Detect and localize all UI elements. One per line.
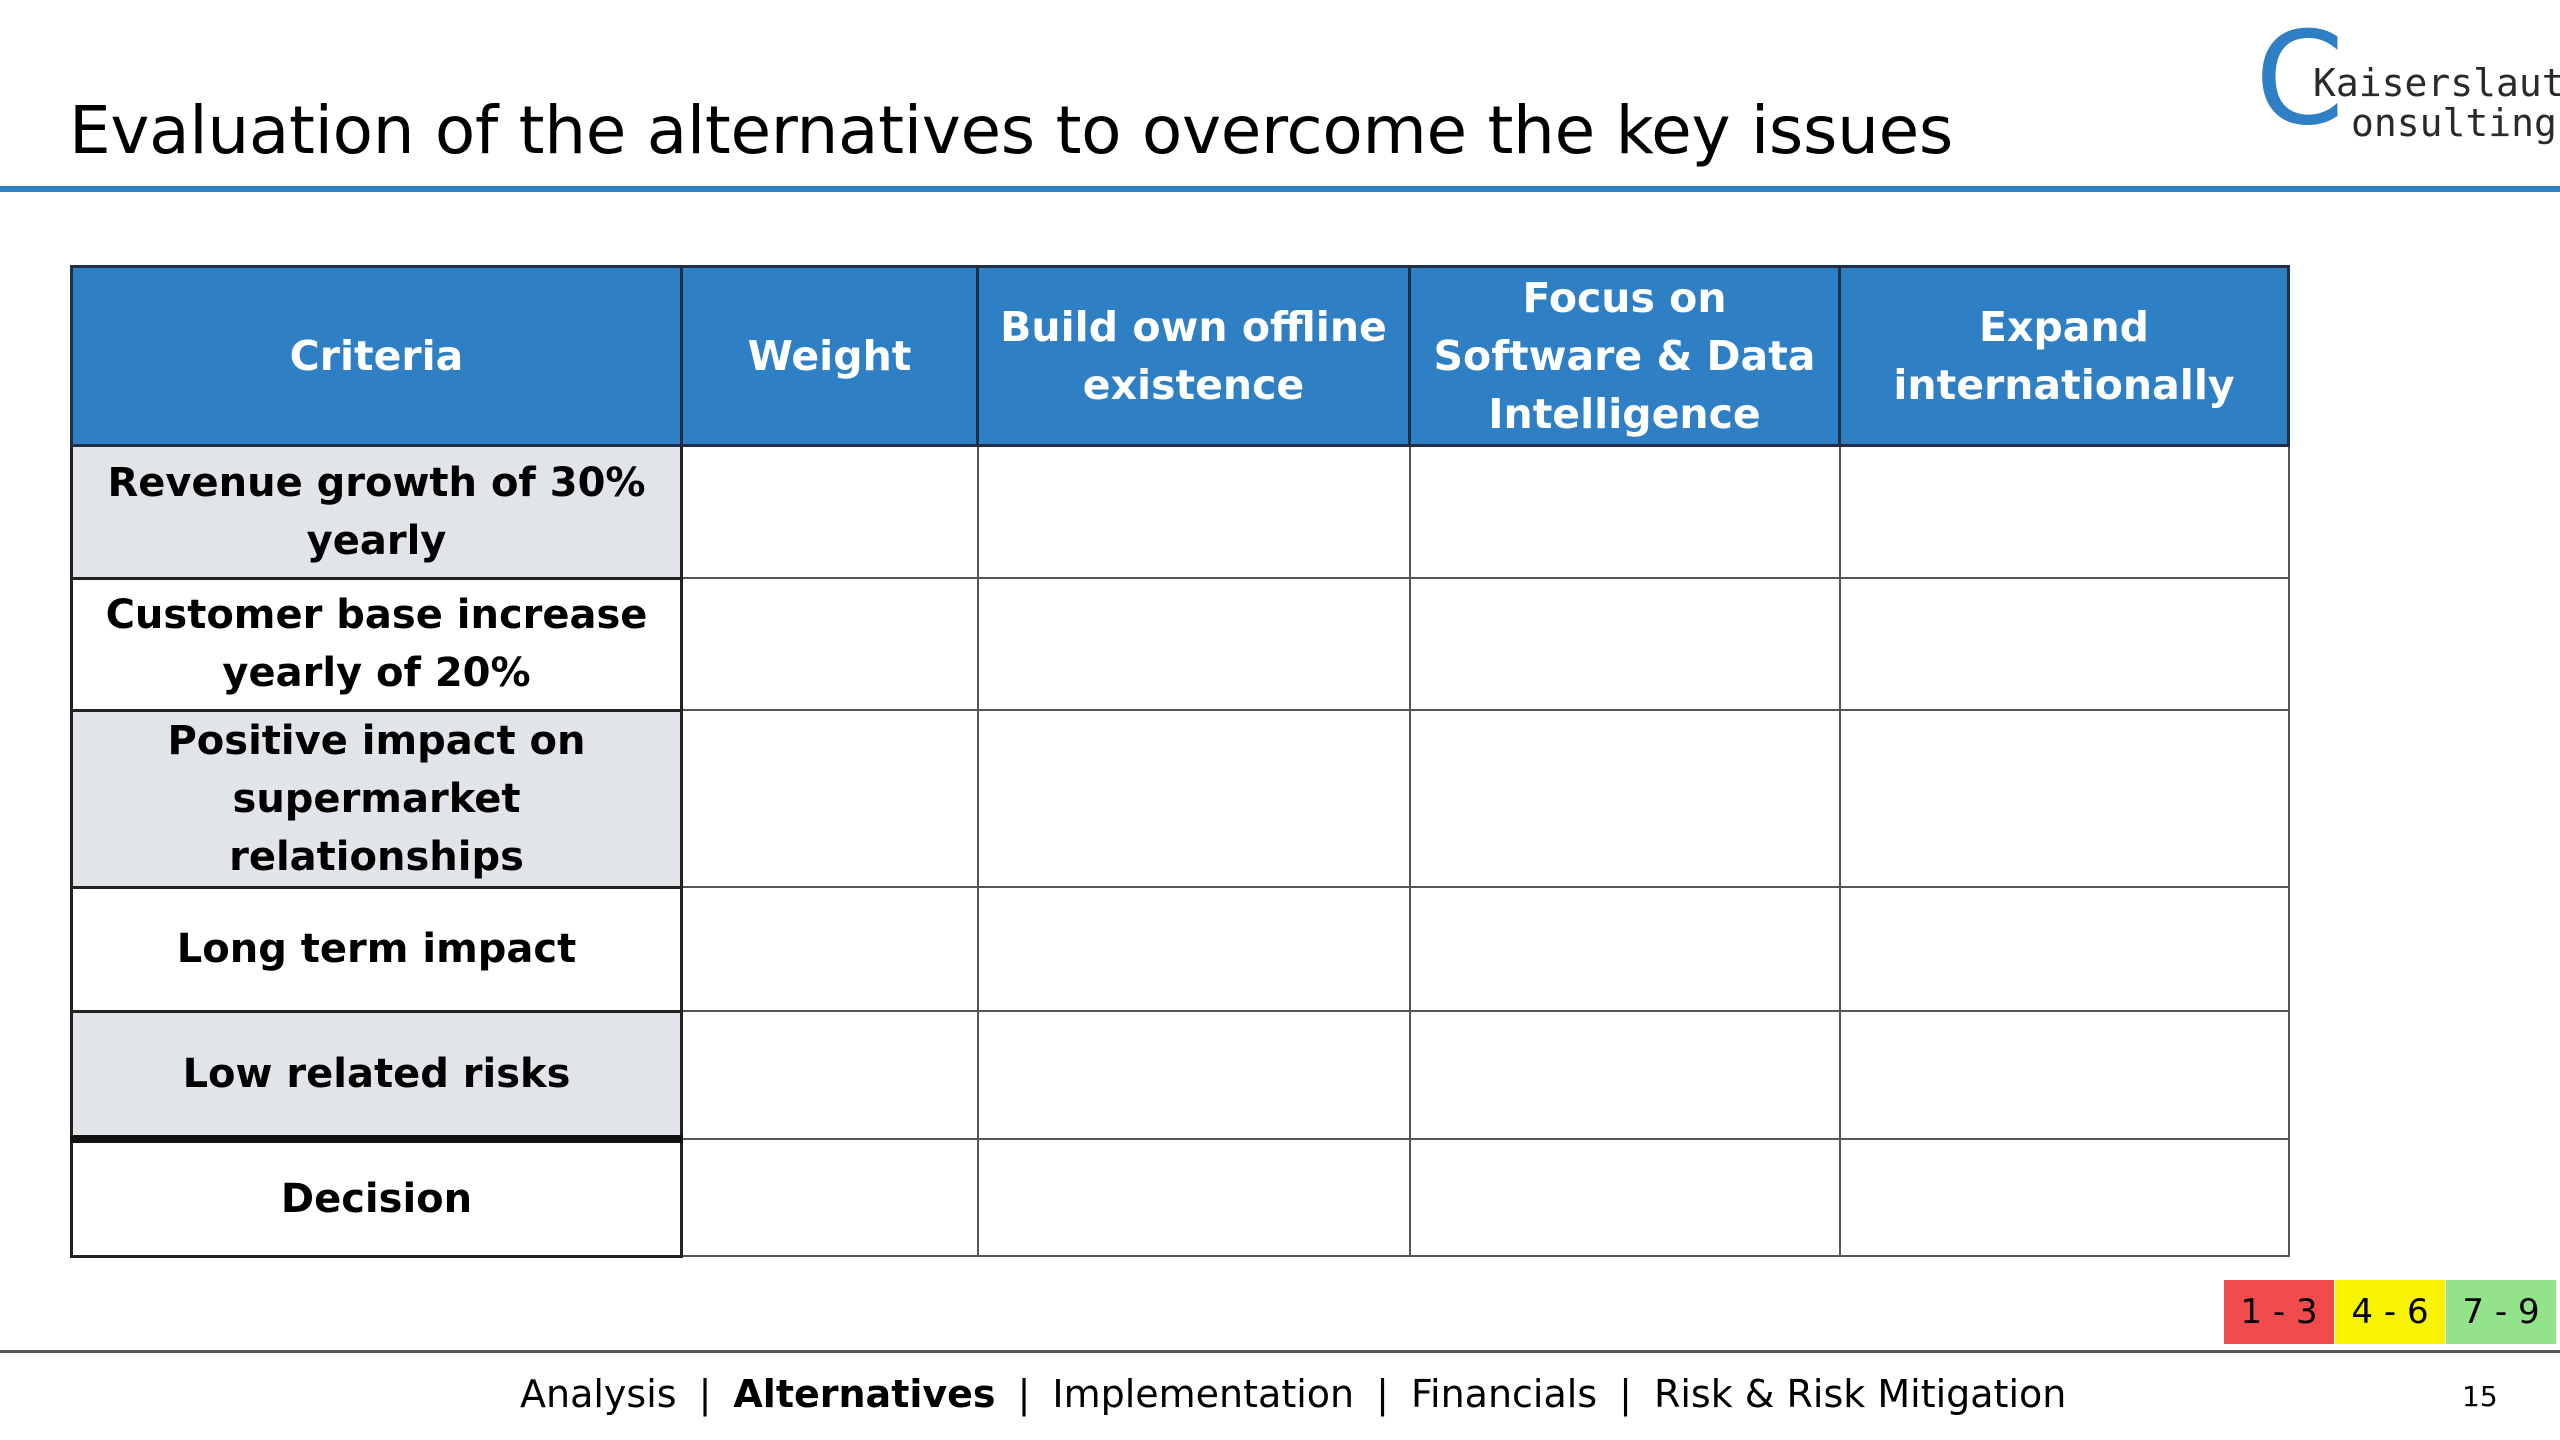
nav-separator: | bbox=[1619, 1372, 1632, 1416]
weight-cell bbox=[680, 444, 979, 579]
nav-separator: | bbox=[1376, 1372, 1389, 1416]
score-cell bbox=[1408, 1137, 1841, 1257]
nav-alternatives[interactable]: Alternatives bbox=[733, 1372, 996, 1416]
table-row: Long term impact bbox=[70, 885, 2290, 1013]
score-cell bbox=[1408, 709, 1841, 888]
company-logo: C Kaiserslautern onsulting bbox=[2255, 16, 2560, 145]
footer-divider bbox=[0, 1350, 2560, 1353]
criteria-cell: Low related risks bbox=[70, 1009, 683, 1140]
criteria-cell: Long term impact bbox=[70, 885, 683, 1013]
score-cell bbox=[1408, 577, 1841, 711]
nav-separator: | bbox=[1017, 1372, 1031, 1416]
score-cell bbox=[976, 577, 1411, 711]
logo-line-1: Kaiserslautern bbox=[2313, 61, 2560, 105]
nav-implementation[interactable]: Implementation bbox=[1052, 1372, 1355, 1416]
score-cell bbox=[1408, 886, 1841, 1012]
decision-row: Decision bbox=[70, 1134, 2290, 1258]
slide-title: Evaluation of the alternatives to overco… bbox=[69, 92, 1954, 169]
weight-cell bbox=[680, 709, 979, 888]
score-cell bbox=[976, 709, 1411, 888]
table-row: Positive impact on supermarket relations… bbox=[70, 708, 2290, 889]
criteria-cell: Revenue growth of 30% yearly bbox=[70, 444, 683, 580]
legend-high: 7 - 9 bbox=[2446, 1280, 2556, 1344]
score-cell bbox=[1838, 709, 2290, 888]
legend-low: 1 - 3 bbox=[2224, 1280, 2334, 1344]
logo-line-2: onsulting bbox=[2351, 101, 2557, 145]
score-cell bbox=[1408, 1010, 1841, 1140]
title-divider bbox=[0, 186, 2560, 192]
nav-separator: | bbox=[698, 1372, 712, 1416]
header-expand-internationally: Expand internationally bbox=[1838, 265, 2290, 447]
nav-risk-mitigation[interactable]: Risk & Risk Mitigation bbox=[1653, 1372, 2067, 1416]
table-row: Revenue growth of 30% yearly bbox=[70, 444, 2290, 580]
score-cell bbox=[976, 1137, 1411, 1257]
decision-cell: Decision bbox=[70, 1134, 683, 1258]
page-number: 15 bbox=[2462, 1380, 2498, 1413]
nav-analysis[interactable]: Analysis bbox=[520, 1372, 677, 1416]
score-cell bbox=[1408, 444, 1841, 579]
score-cell bbox=[976, 444, 1411, 579]
header-weight: Weight bbox=[680, 265, 979, 447]
score-cell bbox=[1838, 577, 2290, 711]
legend-medium: 4 - 6 bbox=[2335, 1280, 2445, 1344]
header-build-offline: Build own offline existence bbox=[976, 265, 1411, 447]
weight-cell bbox=[680, 577, 979, 711]
table-row: Low related risks bbox=[70, 1009, 2290, 1140]
weight-cell bbox=[680, 1010, 979, 1140]
weight-cell bbox=[680, 886, 979, 1012]
header-criteria: Criteria bbox=[70, 265, 683, 447]
nav-financials[interactable]: Financials bbox=[1410, 1372, 1598, 1416]
score-cell bbox=[1838, 1010, 2290, 1140]
evaluation-table: Criteria Weight Build own offline existe… bbox=[70, 265, 2290, 1258]
logo-letter: C bbox=[2255, 5, 2345, 154]
score-cell bbox=[1838, 444, 2290, 579]
score-cell bbox=[1838, 886, 2290, 1012]
score-cell bbox=[976, 1010, 1411, 1140]
table-row: Customer base increase yearly of 20% bbox=[70, 576, 2290, 712]
criteria-cell: Customer base increase yearly of 20% bbox=[70, 576, 683, 712]
footer-navigation: Analysis | Alternatives | Implementation | Fin… bbox=[520, 1372, 2066, 1416]
table-header-row: Criteria Weight Build own offline existe… bbox=[70, 265, 2290, 447]
score-cell bbox=[976, 886, 1411, 1012]
weight-cell bbox=[680, 1137, 979, 1257]
header-focus-software: Focus on Software & Data Intelligence bbox=[1408, 265, 1841, 447]
score-cell bbox=[1838, 1137, 2290, 1257]
criteria-cell: Positive impact on supermarket relations… bbox=[70, 708, 683, 889]
